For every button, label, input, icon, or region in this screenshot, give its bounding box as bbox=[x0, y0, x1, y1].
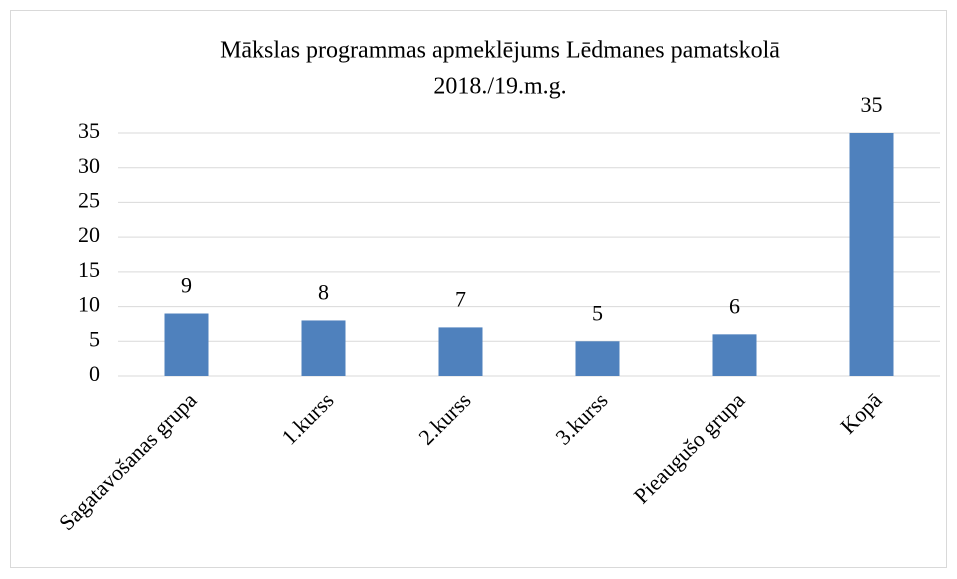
data-label: 5 bbox=[592, 300, 603, 325]
y-tick-label: 10 bbox=[78, 292, 100, 317]
data-label: 35 bbox=[861, 92, 883, 117]
data-label: 6 bbox=[729, 293, 740, 318]
y-tick-label: 35 bbox=[78, 118, 100, 143]
bar bbox=[849, 133, 894, 376]
data-label: 7 bbox=[455, 286, 466, 311]
chart-border bbox=[10, 10, 947, 568]
bar bbox=[712, 334, 757, 376]
y-tick-label: 15 bbox=[78, 257, 100, 282]
data-label: 8 bbox=[318, 280, 329, 305]
data-label: 9 bbox=[181, 273, 192, 298]
bar bbox=[164, 313, 209, 376]
bar bbox=[301, 320, 346, 376]
y-tick-label: 30 bbox=[78, 153, 100, 178]
bar bbox=[575, 341, 620, 376]
bar bbox=[438, 327, 483, 376]
chart-subtitle: 2018./19.m.g. bbox=[433, 74, 566, 100]
y-tick-label: 25 bbox=[78, 187, 100, 212]
chart-title: Mākslas programmas apmeklējums Lēdmanes … bbox=[220, 38, 780, 64]
y-tick-label: 5 bbox=[89, 326, 100, 351]
y-tick-label: 20 bbox=[78, 222, 100, 247]
y-tick-label: 0 bbox=[89, 361, 100, 386]
